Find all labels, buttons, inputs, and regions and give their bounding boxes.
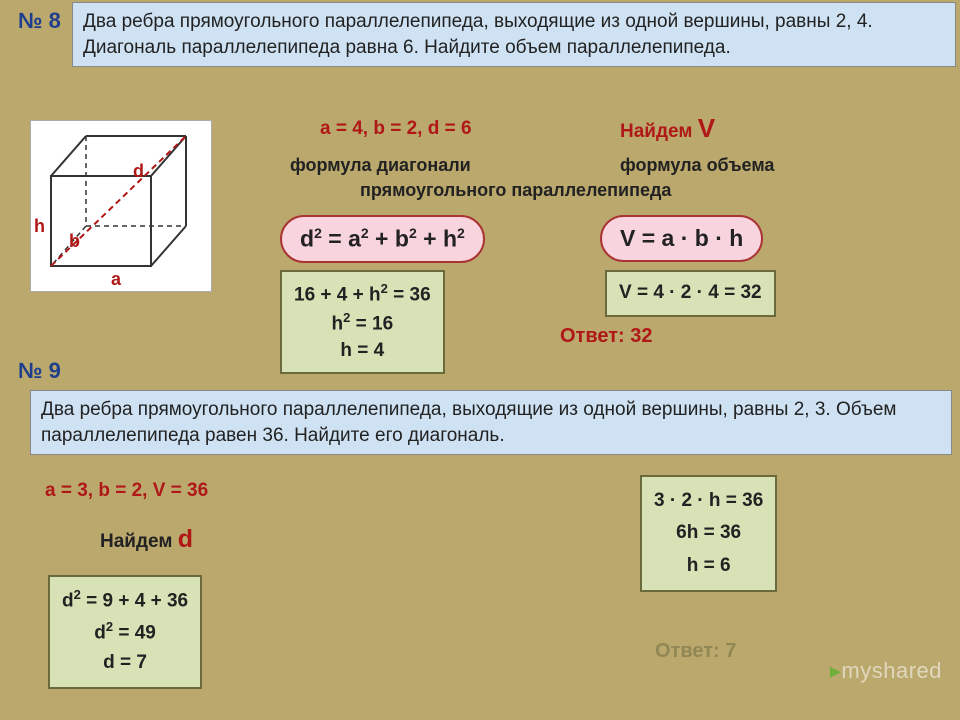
p8-calc-height: 16 + 4 + h2 = 36h2 = 16h = 4	[280, 270, 445, 374]
p8-given: a = 4, b = 2, d = 6	[320, 118, 472, 140]
formula-diagonal-pill: d2 = a2 + b2 + h2	[280, 215, 485, 263]
watermark-icon: ▸	[830, 658, 842, 683]
cube-label-d: d	[133, 161, 144, 182]
p8-calc-volume: V = 4 · 2 · 4 = 32	[605, 270, 776, 317]
label-volume-formula: формула объема	[620, 155, 774, 176]
watermark: ▸myshared	[830, 658, 942, 684]
cuboid-svg	[31, 121, 211, 291]
cube-label-b: b	[69, 231, 80, 252]
p8-find: Найдем V	[620, 113, 715, 144]
p9-find-var: d	[178, 525, 193, 553]
p9-calc-height: 3 · 2 · h = 366h = 36h = 6	[640, 475, 777, 592]
problem-number-8: № 8	[18, 8, 61, 34]
problem-8-text-content: Два ребра прямоугольного параллелепипеда…	[83, 11, 873, 58]
cube-label-h: h	[34, 216, 45, 237]
p9-answer: Ответ: 7	[655, 640, 736, 663]
label-cuboid: прямоугольного параллелепипеда	[360, 180, 671, 201]
p9-calc-diagonal: d2 = 9 + 4 + 36d2 = 49d = 7	[48, 575, 202, 689]
p9-find-label: Найдем	[100, 531, 172, 552]
p9-given: a = 3, b = 2, V = 36	[45, 480, 208, 502]
p8-find-var: V	[698, 113, 715, 143]
cube-label-a: a	[111, 269, 121, 290]
problem-9-text: Два ребра прямоугольного параллелепипеда…	[30, 390, 952, 455]
formula-volume-pill: V = a · b · h	[600, 215, 763, 262]
p8-answer: Ответ: 32	[560, 325, 653, 348]
problem-9-text-content: Два ребра прямоугольного параллелепипеда…	[41, 399, 896, 446]
problem-8-text: Два ребра прямоугольного параллелепипеда…	[72, 2, 956, 67]
label-diagonal-formula: формула диагонали	[290, 155, 471, 176]
watermark-text: myshared	[841, 658, 942, 683]
p8-find-label: Найдем	[620, 121, 692, 142]
cuboid-figure: a b h d	[30, 120, 212, 292]
problem-number-9: № 9	[18, 358, 61, 384]
p9-find: Найдем d	[100, 525, 193, 554]
